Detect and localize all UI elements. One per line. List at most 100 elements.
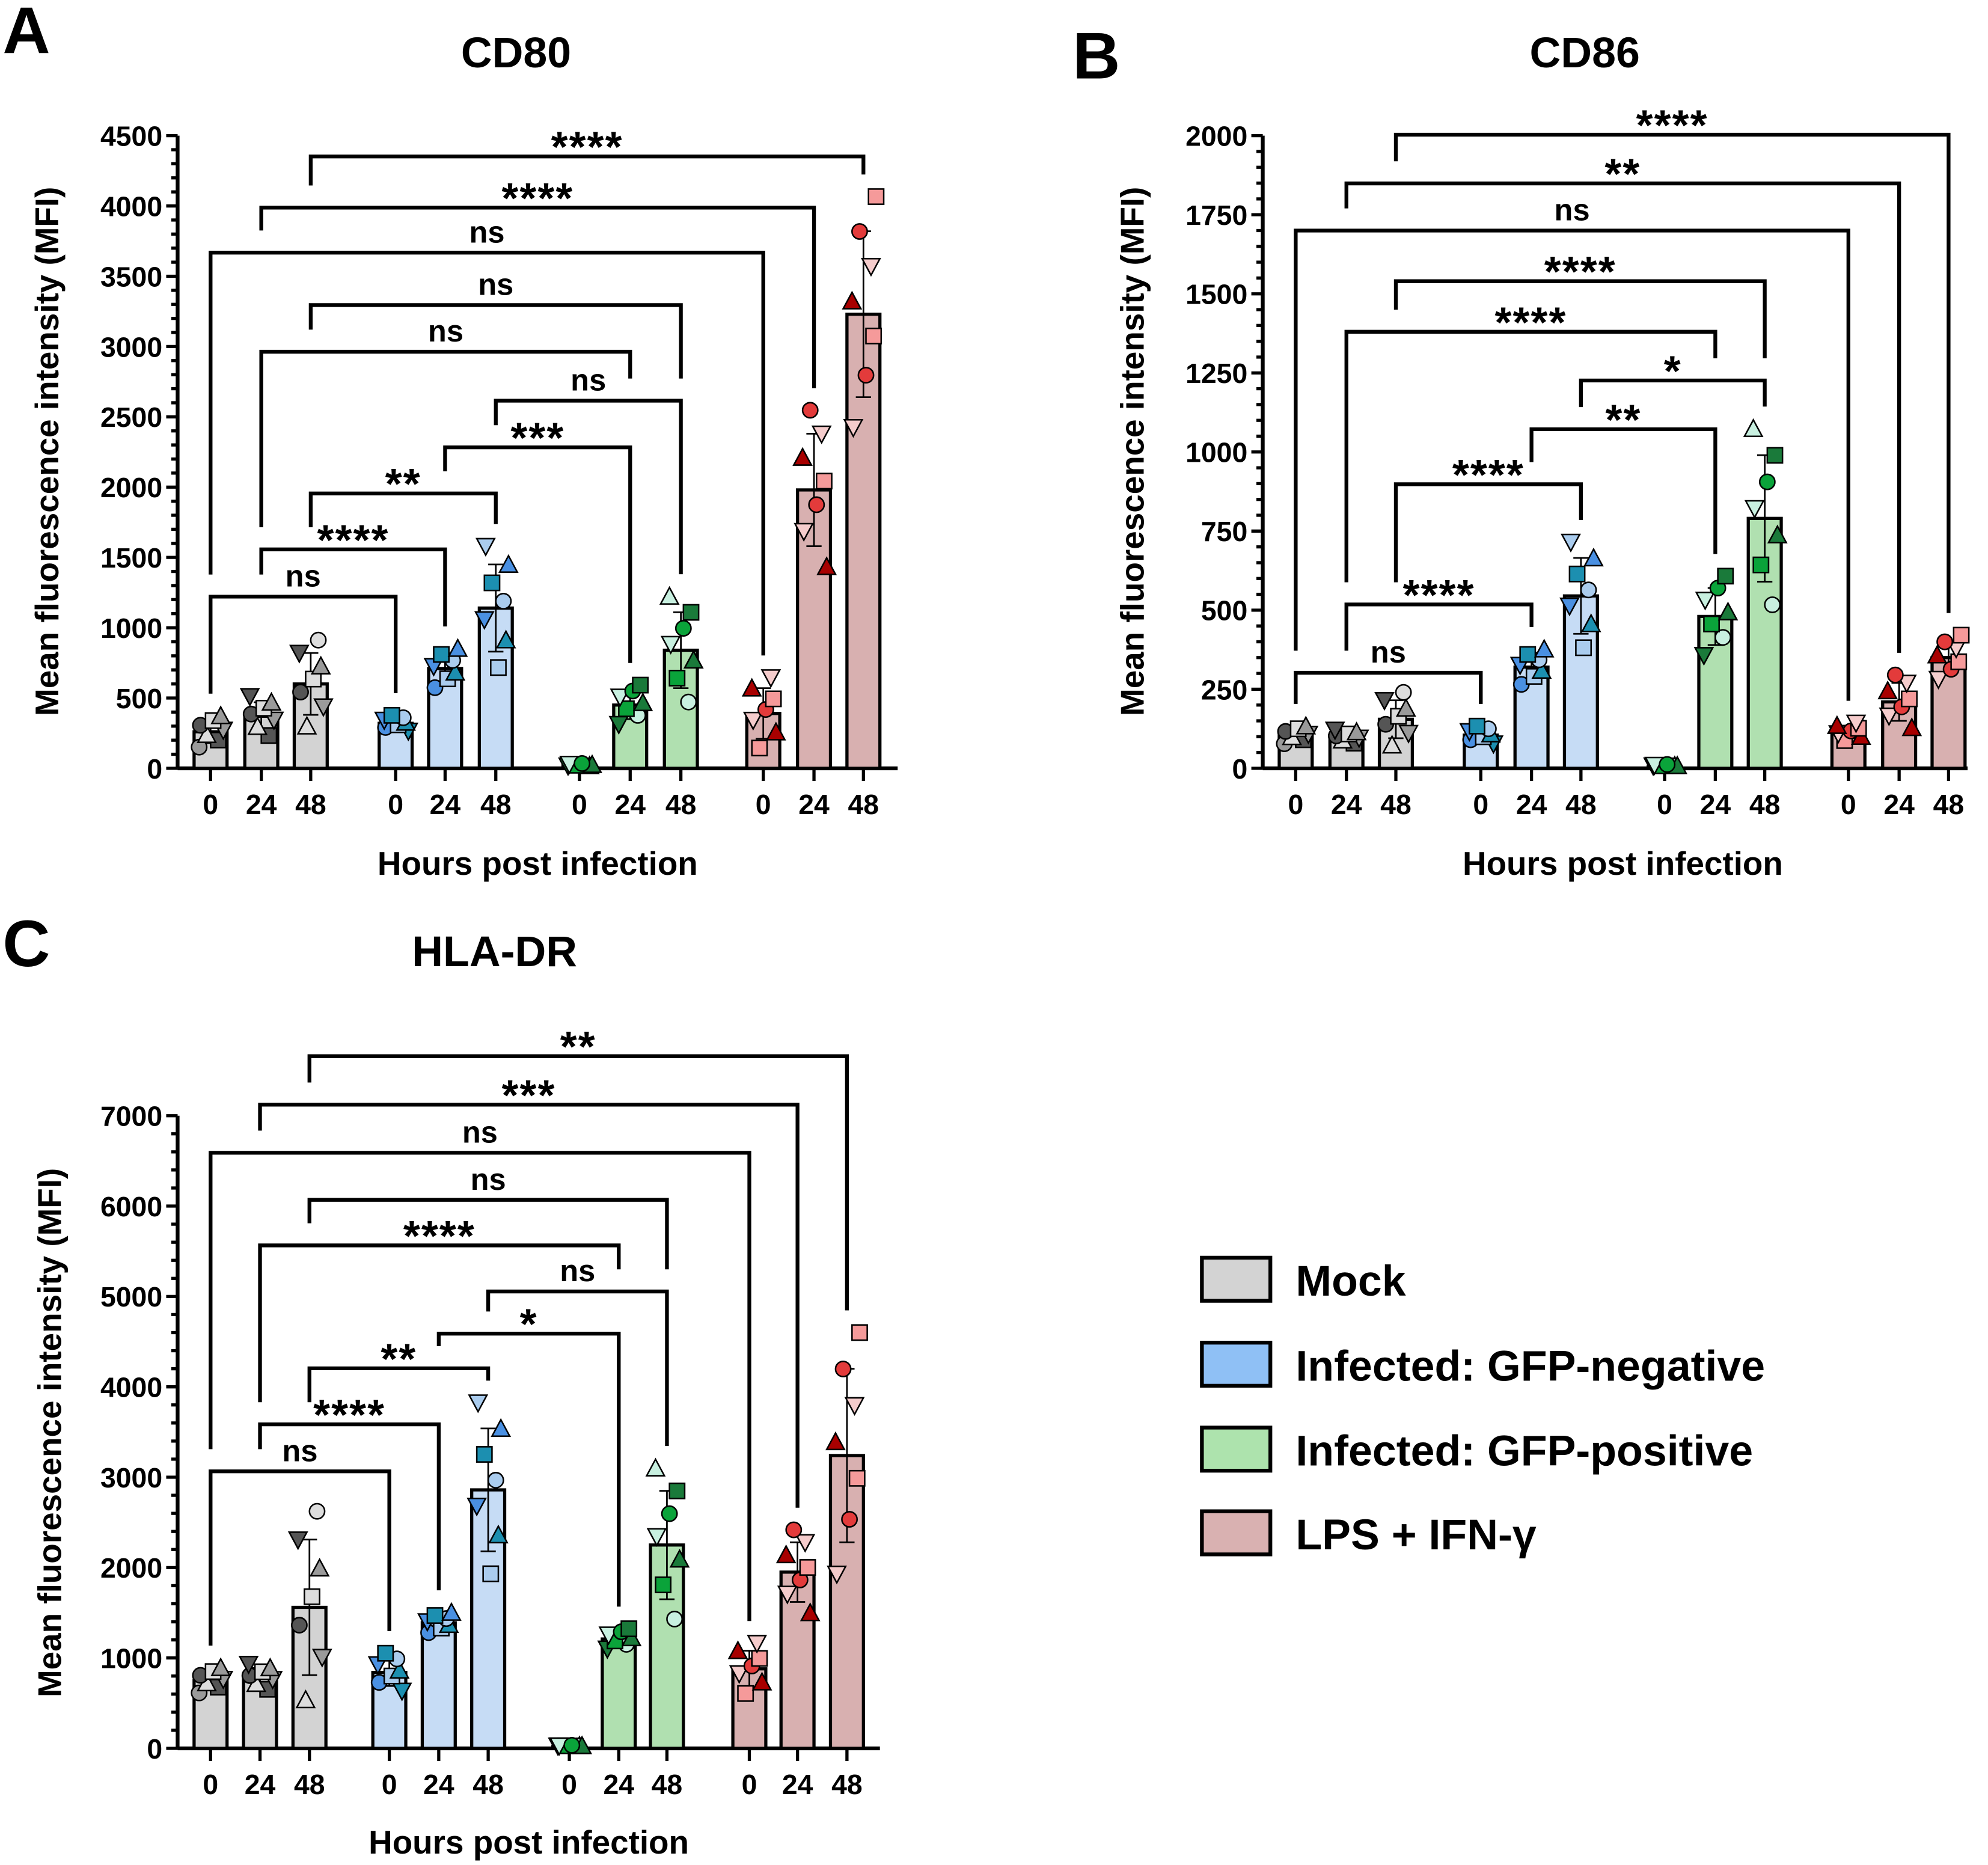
legend-swatch-gfp-negative <box>1200 1341 1273 1388</box>
significance-bracket <box>307 1366 491 1403</box>
data-point <box>487 1472 504 1489</box>
data-point <box>197 724 217 743</box>
legend-label-lps-ifn: LPS + IFN-γ <box>1295 1511 1536 1559</box>
significance-label: **** <box>1403 571 1475 619</box>
y-tick-label: 2000 <box>100 472 162 503</box>
y-tick-label: 750 <box>1201 516 1247 547</box>
chart-cd80: 0 500 1000 1500 2000 2500 3000 3500 4000 4500 0 24 4… <box>100 121 898 820</box>
x-tick-label: 24 <box>1883 789 1915 820</box>
data-point <box>391 1682 412 1701</box>
data-point <box>661 1505 678 1522</box>
significance-label: ns <box>570 363 606 397</box>
bar <box>420 1621 457 1750</box>
data-point <box>466 1497 488 1517</box>
x-tick-label: 48 <box>665 789 697 820</box>
error-bar <box>302 1539 317 1676</box>
data-point <box>794 522 815 542</box>
x-tick-label: 48 <box>473 1769 504 1800</box>
data-point <box>760 669 781 688</box>
y-tick-label: 4000 <box>100 191 162 222</box>
data-point <box>1381 735 1402 754</box>
x-tick-label: 24 <box>1700 789 1731 820</box>
significance-bracket <box>436 1331 621 1607</box>
y-tick-label: 3000 <box>100 331 162 363</box>
significance-label: ns <box>1371 635 1406 669</box>
y-tick-label: 2000 <box>1185 121 1247 152</box>
data-point <box>389 1659 410 1679</box>
data-point <box>1324 721 1345 741</box>
chart-hla-dr: 0 1000 2000 3000 4000 5000 6000 7000 0 24 48 0 24 48 0… <box>100 1023 880 1800</box>
significance-label: ** <box>1605 396 1641 444</box>
x-tick-label: 48 <box>480 789 512 820</box>
x-tick-label: 0 <box>742 1769 757 1800</box>
significance-label: * <box>520 1300 538 1349</box>
significance-bracket <box>307 1198 669 1270</box>
data-point <box>476 537 496 557</box>
data-point <box>426 679 444 696</box>
significance-label: ** <box>385 460 421 508</box>
data-point <box>310 631 327 649</box>
data-point <box>851 1324 868 1341</box>
x-tick-label: 48 <box>1380 789 1411 820</box>
x-tick-label: 24 <box>798 789 830 820</box>
significance-label: **** <box>1452 451 1525 499</box>
y-tick-label: 2500 <box>100 402 162 433</box>
x-tick-label: 0 <box>203 1769 218 1800</box>
data-point <box>292 684 309 701</box>
significance-bracket <box>258 1103 800 1508</box>
x-tick-label: 24 <box>430 789 461 820</box>
y-tick-label: 4000 <box>100 1372 162 1403</box>
data-point <box>1580 581 1597 599</box>
x-tick-label: 48 <box>295 789 326 820</box>
data-point <box>841 1511 858 1528</box>
significance-bracket <box>209 251 765 656</box>
data-point <box>491 1418 512 1438</box>
data-point <box>310 655 331 675</box>
data-point <box>238 1656 259 1675</box>
y-axis-label-b: Mean fluorescence intensity (MFI) <box>1113 187 1151 716</box>
significance-bracket <box>1344 329 1717 583</box>
data-point <box>1531 660 1552 679</box>
data-point <box>842 290 863 310</box>
data-point <box>1575 639 1592 657</box>
x-tick-label: 0 <box>756 789 771 820</box>
x-axis-label-a: Hours post infection <box>378 845 698 882</box>
y-axis-label-c: Mean fluorescence intensity (MFI) <box>31 1168 68 1697</box>
data-point <box>495 629 516 649</box>
data-point <box>260 1657 281 1677</box>
significance-label: ns <box>478 268 513 302</box>
x-tick-label: 0 <box>1473 789 1488 820</box>
data-point <box>1568 565 1586 583</box>
y-tick-label: 500 <box>116 683 162 714</box>
y-tick-label: 6000 <box>100 1191 162 1222</box>
data-point <box>1580 613 1601 632</box>
data-point <box>1714 629 1731 646</box>
data-point <box>1395 697 1416 717</box>
data-point <box>308 1502 326 1520</box>
data-point <box>668 669 686 687</box>
data-point <box>1295 715 1317 735</box>
data-point <box>1764 596 1781 613</box>
significance-bracket <box>259 349 632 527</box>
data-point <box>727 1640 748 1659</box>
legend-swatch-gfp-positive <box>1200 1426 1273 1473</box>
data-point <box>1469 717 1485 735</box>
data-point <box>632 692 653 711</box>
legend-label-gfp-positive: Infected: GFP-positive <box>1295 1427 1753 1475</box>
significance-label: ns <box>560 1254 595 1288</box>
data-point <box>660 635 681 655</box>
y-tick-label: 2000 <box>100 1552 162 1584</box>
data-point <box>844 1397 865 1416</box>
chart-title-hla-dr: HLA-DR <box>412 928 577 976</box>
significance-label: ns <box>286 559 321 593</box>
data-point <box>751 1650 768 1667</box>
y-tick-label: 3000 <box>100 1462 162 1493</box>
data-point <box>1534 639 1555 658</box>
data-point <box>309 1557 330 1577</box>
data-point <box>683 649 704 669</box>
data-point <box>313 698 334 717</box>
significance-label: ns <box>1555 193 1590 227</box>
data-point <box>620 1620 638 1637</box>
data-point <box>645 1457 666 1477</box>
